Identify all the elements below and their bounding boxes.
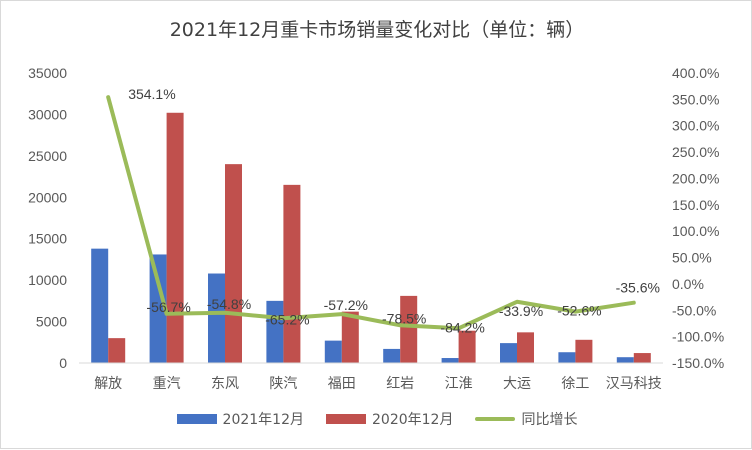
bar-series-1 bbox=[91, 248, 109, 363]
right-axis-tick-label: 150.0% bbox=[672, 197, 719, 213]
legend-swatch-series-3 bbox=[475, 417, 516, 421]
bar-series-2 bbox=[517, 332, 534, 363]
x-axis-category-label: 重汽 bbox=[153, 376, 181, 392]
x-axis-category-label: 红岩 bbox=[386, 376, 414, 392]
growth-data-label: -54.8% bbox=[207, 296, 251, 312]
x-axis-category-label: 徐工 bbox=[561, 376, 589, 392]
legend-swatch-series-1 bbox=[176, 414, 217, 424]
right-axis-tick-label: 300.0% bbox=[672, 118, 719, 134]
growth-data-label: -33.9% bbox=[499, 303, 543, 319]
left-axis-tick-label: 0 bbox=[59, 355, 67, 371]
left-axis-tick-label: 15000 bbox=[28, 231, 67, 247]
bar-series-1 bbox=[266, 300, 284, 363]
growth-data-label: -52.6% bbox=[557, 303, 601, 319]
legend: 2021年12月 2020年12月 同比增长 bbox=[1, 409, 752, 429]
right-axis-tick-label: 250.0% bbox=[672, 144, 719, 160]
legend-swatch-series-2 bbox=[326, 414, 366, 424]
bar-series-2 bbox=[166, 112, 184, 364]
right-axis-tick-label: -100.0% bbox=[672, 329, 724, 345]
growth-data-label: 354.1% bbox=[128, 86, 175, 102]
right-axis-tick-label: 400.0% bbox=[672, 65, 719, 81]
right-axis-tick-label: 350.0% bbox=[672, 91, 719, 107]
bar-series-2 bbox=[400, 295, 418, 363]
legend-label-series-3: 同比增长 bbox=[521, 412, 578, 428]
bar-series-1 bbox=[441, 358, 459, 363]
growth-line bbox=[106, 95, 636, 331]
legend-item-series-3: 同比增长 bbox=[475, 409, 577, 429]
legend-item-series-2: 2020年12月 bbox=[326, 409, 453, 429]
left-axis-tick-label: 5000 bbox=[36, 314, 67, 330]
right-axis-tick-label: -50.0% bbox=[672, 302, 716, 318]
bar-series-1 bbox=[616, 357, 634, 363]
left-axis-tick-label: 25000 bbox=[28, 148, 67, 164]
growth-data-label: -78.5% bbox=[382, 310, 426, 326]
bar-series-2 bbox=[341, 311, 359, 363]
legend-label-series-2: 2020年12月 bbox=[372, 412, 454, 428]
x-axis-category-label: 江淮 bbox=[445, 376, 473, 392]
bar-series-2 bbox=[108, 338, 126, 363]
left-axis-tick-label: 30000 bbox=[28, 106, 67, 122]
chart-title: 2021年12月重卡市场销量变化对比（单位：辆） bbox=[169, 19, 585, 41]
right-axis-tick-label: 50.0% bbox=[672, 250, 712, 266]
bar-series-2 bbox=[283, 184, 301, 363]
bar-series-1 bbox=[500, 343, 517, 363]
bar-series-2 bbox=[458, 330, 476, 363]
growth-data-label: -56.7% bbox=[146, 299, 190, 315]
x-axis-category-label: 汉马科技 bbox=[606, 376, 662, 392]
legend-item-series-1: 2021年12月 bbox=[176, 409, 304, 429]
left-axis-tick-label: 10000 bbox=[28, 272, 67, 288]
x-axis-category-label: 东风 bbox=[211, 376, 239, 392]
x-axis-category-label: 福田 bbox=[328, 376, 356, 392]
growth-data-label: -65.2% bbox=[265, 311, 309, 327]
legend-label-series-1: 2021年12月 bbox=[222, 412, 304, 428]
growth-data-label: -84.2% bbox=[440, 319, 484, 335]
bar-series-2 bbox=[225, 164, 242, 363]
bar-series-1 bbox=[558, 352, 576, 363]
right-axis-tick-label: 200.0% bbox=[672, 170, 719, 186]
bar-series-1 bbox=[383, 348, 401, 363]
x-axis-category-label: 陕汽 bbox=[269, 376, 297, 392]
left-axis-tick-label: 35000 bbox=[28, 65, 67, 81]
x-axis-category-label: 解放 bbox=[94, 376, 122, 392]
right-axis-tick-label: 0.0% bbox=[672, 276, 704, 292]
bar-series-2 bbox=[575, 339, 593, 363]
bar-series-1 bbox=[208, 273, 225, 363]
left-axis-tick-label: 20000 bbox=[28, 189, 67, 205]
bar-series-1 bbox=[149, 254, 167, 363]
growth-data-label: -57.2% bbox=[324, 297, 368, 313]
x-axis-category-label: 大运 bbox=[503, 376, 531, 392]
growth-data-label: -35.6% bbox=[616, 280, 660, 296]
right-axis-tick-label: 100.0% bbox=[672, 223, 719, 239]
bar-series-1 bbox=[324, 340, 342, 363]
right-axis-tick-label: -150.0% bbox=[672, 355, 724, 371]
bar-series-2 bbox=[633, 353, 651, 363]
